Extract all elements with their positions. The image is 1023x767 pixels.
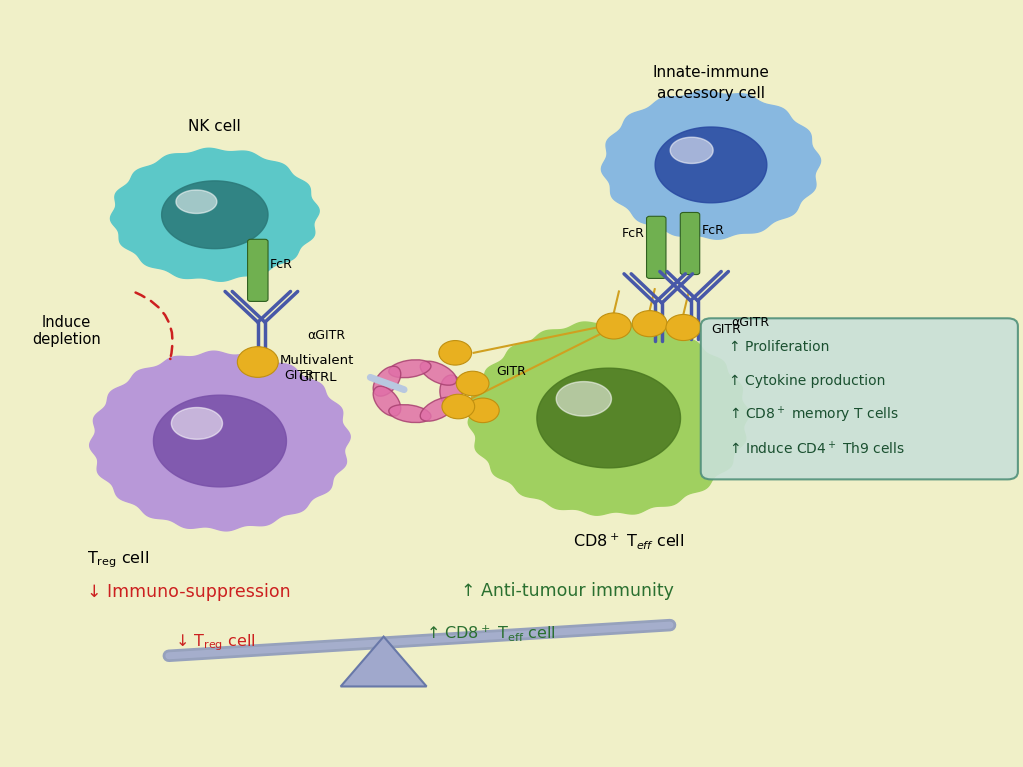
Circle shape <box>442 394 475 419</box>
Text: Innate-immune: Innate-immune <box>653 65 769 81</box>
Text: Induce: Induce <box>42 314 91 330</box>
Text: ↑ Anti-tumour immunity: ↑ Anti-tumour immunity <box>461 581 674 600</box>
Ellipse shape <box>373 387 401 416</box>
Text: FcR: FcR <box>702 224 724 236</box>
Ellipse shape <box>389 360 431 377</box>
Polygon shape <box>341 637 427 686</box>
Polygon shape <box>537 368 680 468</box>
Ellipse shape <box>389 405 431 423</box>
Polygon shape <box>90 351 350 531</box>
Text: ↑ CD8$^+$ memory T cells: ↑ CD8$^+$ memory T cells <box>729 405 899 425</box>
Text: ↑ Induce CD4$^+$ Th9 cells: ↑ Induce CD4$^+$ Th9 cells <box>729 440 905 457</box>
Polygon shape <box>172 407 223 439</box>
Text: accessory cell: accessory cell <box>657 86 765 101</box>
FancyArrowPatch shape <box>136 292 173 359</box>
FancyBboxPatch shape <box>647 216 666 278</box>
Polygon shape <box>153 395 286 487</box>
Ellipse shape <box>420 397 456 421</box>
Text: NK cell: NK cell <box>188 119 241 134</box>
Text: GITRL: GITRL <box>298 371 337 384</box>
Ellipse shape <box>373 366 401 396</box>
Polygon shape <box>469 321 749 515</box>
Text: $\mathregular{T_{reg}}$ cell: $\mathregular{T_{reg}}$ cell <box>87 550 149 570</box>
Polygon shape <box>670 137 713 163</box>
Text: ↓ Immuno-suppression: ↓ Immuno-suppression <box>87 583 292 601</box>
Polygon shape <box>655 127 767 202</box>
Circle shape <box>439 341 472 365</box>
Text: αGITR: αGITR <box>731 316 769 328</box>
Polygon shape <box>176 190 217 213</box>
FancyBboxPatch shape <box>680 212 700 275</box>
Ellipse shape <box>420 361 456 385</box>
Polygon shape <box>602 91 820 239</box>
Text: GITR: GITR <box>284 370 314 382</box>
Polygon shape <box>110 148 319 281</box>
Text: GITR: GITR <box>711 324 741 336</box>
Text: Multivalent: Multivalent <box>280 354 354 367</box>
Text: depletion: depletion <box>32 331 101 347</box>
Circle shape <box>237 347 278 377</box>
FancyBboxPatch shape <box>248 239 268 301</box>
Text: ↑ Proliferation: ↑ Proliferation <box>729 341 830 354</box>
Polygon shape <box>162 181 268 249</box>
Circle shape <box>632 311 667 337</box>
Text: FcR: FcR <box>622 228 644 240</box>
Polygon shape <box>557 382 612 416</box>
Text: ↓ $\mathregular{T_{reg}}$ cell: ↓ $\mathregular{T_{reg}}$ cell <box>175 633 255 653</box>
Circle shape <box>666 314 701 341</box>
Circle shape <box>456 371 489 396</box>
FancyBboxPatch shape <box>701 318 1018 479</box>
Text: GITR: GITR <box>496 366 527 378</box>
Text: FcR: FcR <box>270 258 293 271</box>
Text: ↑ Cytokine production: ↑ Cytokine production <box>729 374 886 388</box>
Text: ↑ CD8$^+$ $\mathregular{T_{eff}}$ cell: ↑ CD8$^+$ $\mathregular{T_{eff}}$ cell <box>426 623 557 643</box>
Circle shape <box>596 313 631 339</box>
Circle shape <box>466 398 499 423</box>
Text: CD8$^+$ T$_{eff}$ cell: CD8$^+$ T$_{eff}$ cell <box>574 531 684 551</box>
Ellipse shape <box>440 375 462 407</box>
Text: αGITR: αGITR <box>307 330 345 342</box>
